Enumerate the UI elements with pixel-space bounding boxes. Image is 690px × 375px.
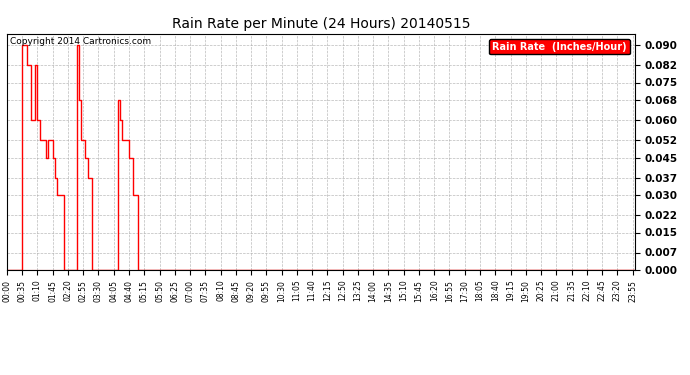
Title: Rain Rate per Minute (24 Hours) 20140515: Rain Rate per Minute (24 Hours) 20140515: [172, 17, 470, 31]
Legend: Rain Rate  (Inches/Hour): Rain Rate (Inches/Hour): [489, 39, 630, 54]
Text: Copyright 2014 Cartronics.com: Copyright 2014 Cartronics.com: [10, 37, 151, 46]
